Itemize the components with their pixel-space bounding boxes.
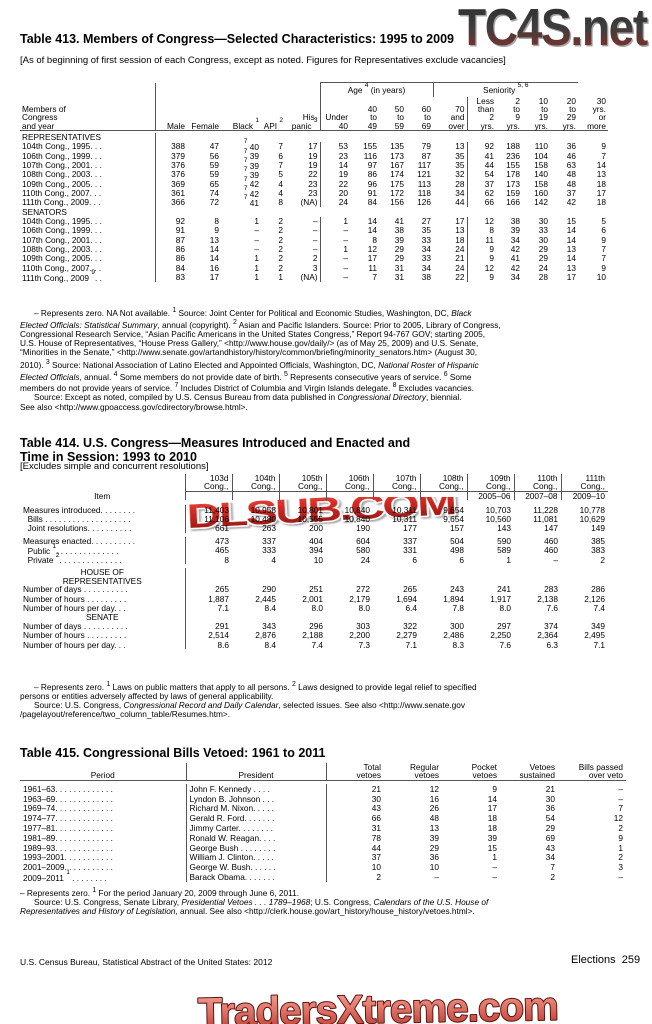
- svg-text:TradersXtreme.com: TradersXtreme.com: [198, 985, 559, 1024]
- svg-text:TC4S.net: TC4S.net: [458, 0, 648, 56]
